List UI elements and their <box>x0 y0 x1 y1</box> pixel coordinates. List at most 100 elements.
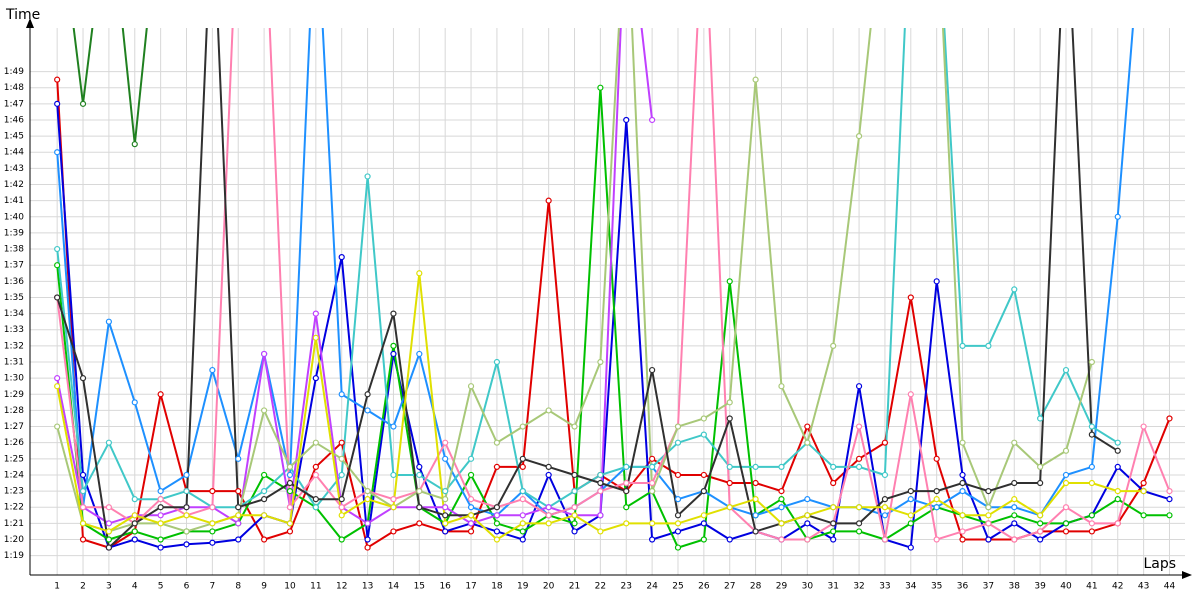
data-point <box>1088 431 1095 438</box>
data-point <box>1062 528 1070 535</box>
data-point <box>338 512 345 519</box>
x-tick-label: 24 <box>646 582 658 592</box>
data-point <box>1166 496 1173 503</box>
data-point <box>1114 496 1121 503</box>
data-point <box>442 504 449 511</box>
data-point <box>235 536 242 543</box>
x-tick-label: 14 <box>388 582 400 592</box>
data-point <box>1114 213 1121 220</box>
y-tick-label: 1:23 <box>4 487 24 497</box>
data-point <box>933 278 940 285</box>
data-point <box>105 439 112 446</box>
data-point <box>985 520 992 527</box>
data-point <box>416 463 423 470</box>
data-point <box>778 496 785 503</box>
data-point <box>157 487 164 495</box>
data-point <box>545 463 552 470</box>
data-point <box>804 512 811 519</box>
data-point <box>157 391 164 398</box>
data-point <box>157 496 164 503</box>
data-point <box>959 536 966 543</box>
data-point <box>390 342 397 349</box>
y-tick-label: 1:39 <box>4 228 24 238</box>
data-point <box>79 487 87 495</box>
data-point <box>700 487 707 495</box>
data-point <box>1011 439 1018 446</box>
data-point <box>183 504 190 511</box>
y-tick-label: 1:26 <box>4 438 24 448</box>
data-point <box>209 487 216 495</box>
data-point <box>157 536 164 543</box>
data-point <box>1088 512 1095 519</box>
data-point <box>467 520 475 527</box>
y-tick-label: 1:41 <box>4 196 24 206</box>
data-point <box>623 504 630 511</box>
data-point <box>545 407 552 414</box>
x-tick-label: 1 <box>54 582 60 592</box>
data-point <box>390 496 397 503</box>
data-point <box>390 310 397 317</box>
data-point <box>105 544 112 551</box>
data-point <box>493 528 501 535</box>
x-tick-label: 44 <box>1164 582 1176 592</box>
y-tick-label: 1:33 <box>4 325 24 335</box>
data-point <box>1166 512 1173 519</box>
data-point <box>1114 487 1121 495</box>
data-point <box>312 334 319 341</box>
data-point <box>105 318 112 325</box>
data-point <box>597 487 604 495</box>
data-point <box>467 504 475 511</box>
series-line <box>56 28 654 526</box>
y-tick-label: 1:38 <box>4 245 24 255</box>
data-point <box>881 496 889 503</box>
data-point <box>131 536 138 543</box>
x-tick-label: 35 <box>931 582 942 592</box>
data-point <box>467 455 475 462</box>
data-point <box>79 471 87 479</box>
data-point <box>597 479 604 487</box>
x-tick-label: 27 <box>724 582 735 592</box>
x-tick-label: 38 <box>1009 582 1021 592</box>
data-point <box>261 350 268 358</box>
data-point <box>752 463 759 470</box>
data-point <box>959 512 966 519</box>
data-point <box>235 487 242 495</box>
data-point <box>623 463 630 470</box>
data-point <box>855 528 863 535</box>
data-point <box>1011 512 1018 519</box>
data-point <box>54 262 61 269</box>
data-point <box>131 496 138 503</box>
data-point <box>545 512 552 519</box>
data-point <box>390 471 397 479</box>
data-point <box>338 254 345 261</box>
data-point <box>261 496 268 503</box>
y-tick-label: 1:32 <box>4 341 24 351</box>
x-tick-label: 42 <box>1112 582 1123 592</box>
data-point <box>312 463 319 470</box>
data-point <box>571 471 578 479</box>
data-point <box>623 116 630 124</box>
x-tick-label: 28 <box>750 582 762 592</box>
data-point <box>467 383 475 390</box>
data-point <box>286 463 294 470</box>
data-point <box>442 439 449 446</box>
data-point <box>467 496 475 503</box>
data-point <box>338 455 345 462</box>
data-point <box>519 487 526 495</box>
data-point <box>1088 528 1095 535</box>
data-point <box>1037 512 1044 519</box>
data-point <box>700 471 707 479</box>
data-point <box>79 520 87 527</box>
data-point <box>855 455 863 462</box>
x-tick-label: 17 <box>465 582 476 592</box>
x-tick-label: 36 <box>957 582 969 592</box>
data-point <box>519 463 526 470</box>
data-point <box>674 528 682 535</box>
data-point <box>700 415 707 422</box>
x-tick-label: 30 <box>802 582 814 592</box>
data-point <box>907 512 914 519</box>
data-point <box>312 310 319 317</box>
data-point <box>571 504 578 511</box>
data-point <box>519 520 526 527</box>
data-point <box>597 528 604 535</box>
